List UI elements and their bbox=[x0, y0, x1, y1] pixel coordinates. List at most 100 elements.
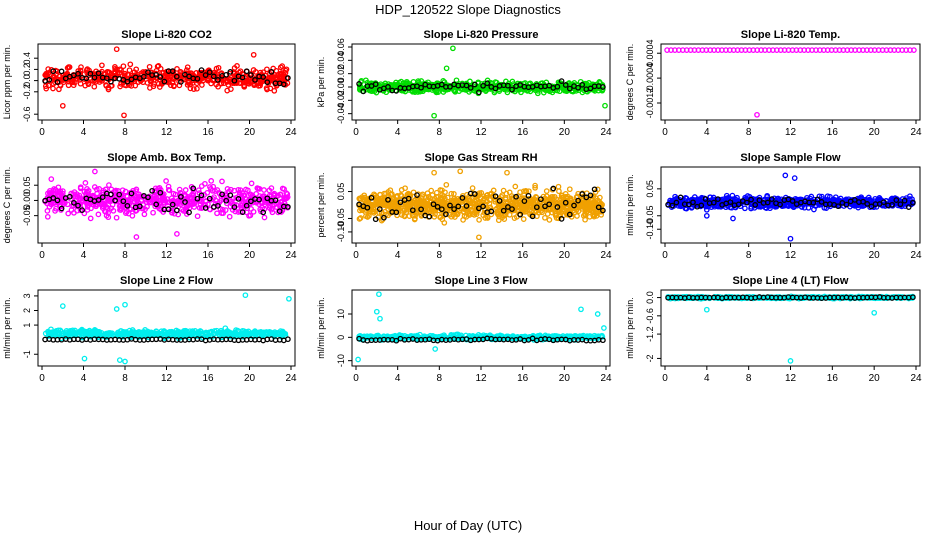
data-point bbox=[207, 186, 214, 192]
outlier-point bbox=[578, 306, 584, 313]
black-point bbox=[455, 203, 462, 210]
data-point bbox=[278, 70, 285, 76]
data-point bbox=[122, 188, 129, 195]
data-point bbox=[672, 193, 678, 200]
data-point bbox=[232, 329, 239, 336]
data-point bbox=[150, 209, 156, 216]
data-point bbox=[476, 217, 482, 223]
black-point bbox=[467, 85, 474, 91]
black-point bbox=[591, 186, 598, 193]
data-point bbox=[448, 190, 455, 197]
black-point bbox=[566, 211, 573, 218]
black-point bbox=[210, 73, 217, 80]
data-point bbox=[805, 204, 812, 211]
data-point bbox=[553, 211, 560, 217]
data-point bbox=[151, 81, 157, 87]
black-point bbox=[91, 74, 98, 81]
y-tick-label: -0.05 bbox=[22, 205, 32, 226]
data-point bbox=[412, 206, 419, 213]
data-point bbox=[467, 78, 473, 85]
data-point bbox=[151, 193, 158, 199]
data-point bbox=[582, 216, 588, 223]
data-point bbox=[199, 82, 205, 88]
outlier-point bbox=[432, 346, 439, 352]
data-points bbox=[356, 45, 608, 119]
black-point bbox=[509, 206, 515, 212]
black-point bbox=[558, 78, 565, 84]
data-point bbox=[499, 214, 506, 221]
data-point bbox=[263, 85, 270, 91]
black-point bbox=[529, 213, 536, 220]
data-point bbox=[443, 181, 450, 188]
data-point bbox=[65, 82, 72, 89]
black-point bbox=[198, 192, 205, 199]
data-point bbox=[518, 208, 525, 215]
data-point bbox=[537, 199, 543, 206]
black-point bbox=[897, 201, 904, 208]
data-point bbox=[523, 188, 530, 195]
data-point bbox=[144, 203, 150, 210]
data-point bbox=[195, 187, 202, 194]
black-point bbox=[418, 84, 424, 91]
data-point bbox=[736, 198, 743, 205]
y-tick-label: -0.10 bbox=[336, 222, 346, 243]
data-point bbox=[213, 197, 219, 204]
black-point bbox=[595, 204, 602, 211]
y-tick-label: 0.0004 bbox=[645, 39, 655, 67]
black-point bbox=[533, 204, 540, 211]
x-tick-label: 24 bbox=[285, 250, 297, 261]
black-point bbox=[579, 81, 586, 88]
data-point bbox=[742, 205, 748, 212]
outlier-point bbox=[602, 102, 608, 109]
data-point bbox=[165, 183, 172, 190]
black-point bbox=[587, 192, 594, 199]
black-point bbox=[889, 201, 895, 208]
black-point bbox=[165, 206, 172, 213]
data-point bbox=[406, 213, 413, 219]
data-point bbox=[375, 332, 381, 339]
outlier-point bbox=[174, 231, 180, 237]
outlier-point bbox=[116, 357, 123, 363]
black-point bbox=[393, 88, 400, 94]
data-point bbox=[66, 64, 73, 70]
data-point bbox=[242, 73, 249, 80]
data-point bbox=[224, 186, 231, 192]
data-point bbox=[172, 191, 179, 198]
x-tick-label: 16 bbox=[517, 250, 529, 261]
data-point bbox=[132, 208, 139, 214]
data-point bbox=[469, 185, 476, 191]
black-point bbox=[66, 193, 73, 200]
data-point bbox=[116, 195, 123, 202]
outlier-point bbox=[754, 111, 760, 118]
black-point bbox=[173, 207, 180, 214]
black-point bbox=[764, 199, 771, 206]
black-point bbox=[108, 78, 114, 85]
data-point bbox=[521, 205, 528, 212]
data-point bbox=[88, 205, 94, 212]
y-tick-label: 0.00 bbox=[22, 192, 32, 210]
black-point bbox=[186, 209, 192, 216]
data-point bbox=[593, 210, 600, 216]
black-point bbox=[219, 191, 225, 198]
data-point bbox=[404, 202, 411, 208]
black-point bbox=[99, 194, 106, 201]
black-point bbox=[517, 211, 524, 218]
data-point bbox=[167, 72, 174, 79]
data-point bbox=[71, 79, 78, 86]
data-point bbox=[46, 190, 53, 196]
data-point bbox=[184, 81, 191, 88]
x-tick-label: 12 bbox=[475, 127, 487, 138]
data-point bbox=[866, 196, 873, 203]
data-point bbox=[182, 187, 189, 193]
black-point bbox=[835, 203, 842, 210]
black-point bbox=[75, 202, 81, 209]
data-point bbox=[271, 190, 278, 197]
data-point bbox=[410, 189, 417, 196]
data-point bbox=[371, 88, 378, 95]
black-point bbox=[231, 204, 238, 210]
black-point bbox=[843, 201, 850, 208]
data-point bbox=[224, 87, 231, 94]
x-tick-label: 24 bbox=[600, 250, 612, 261]
x-tick-label: 16 bbox=[202, 373, 214, 384]
